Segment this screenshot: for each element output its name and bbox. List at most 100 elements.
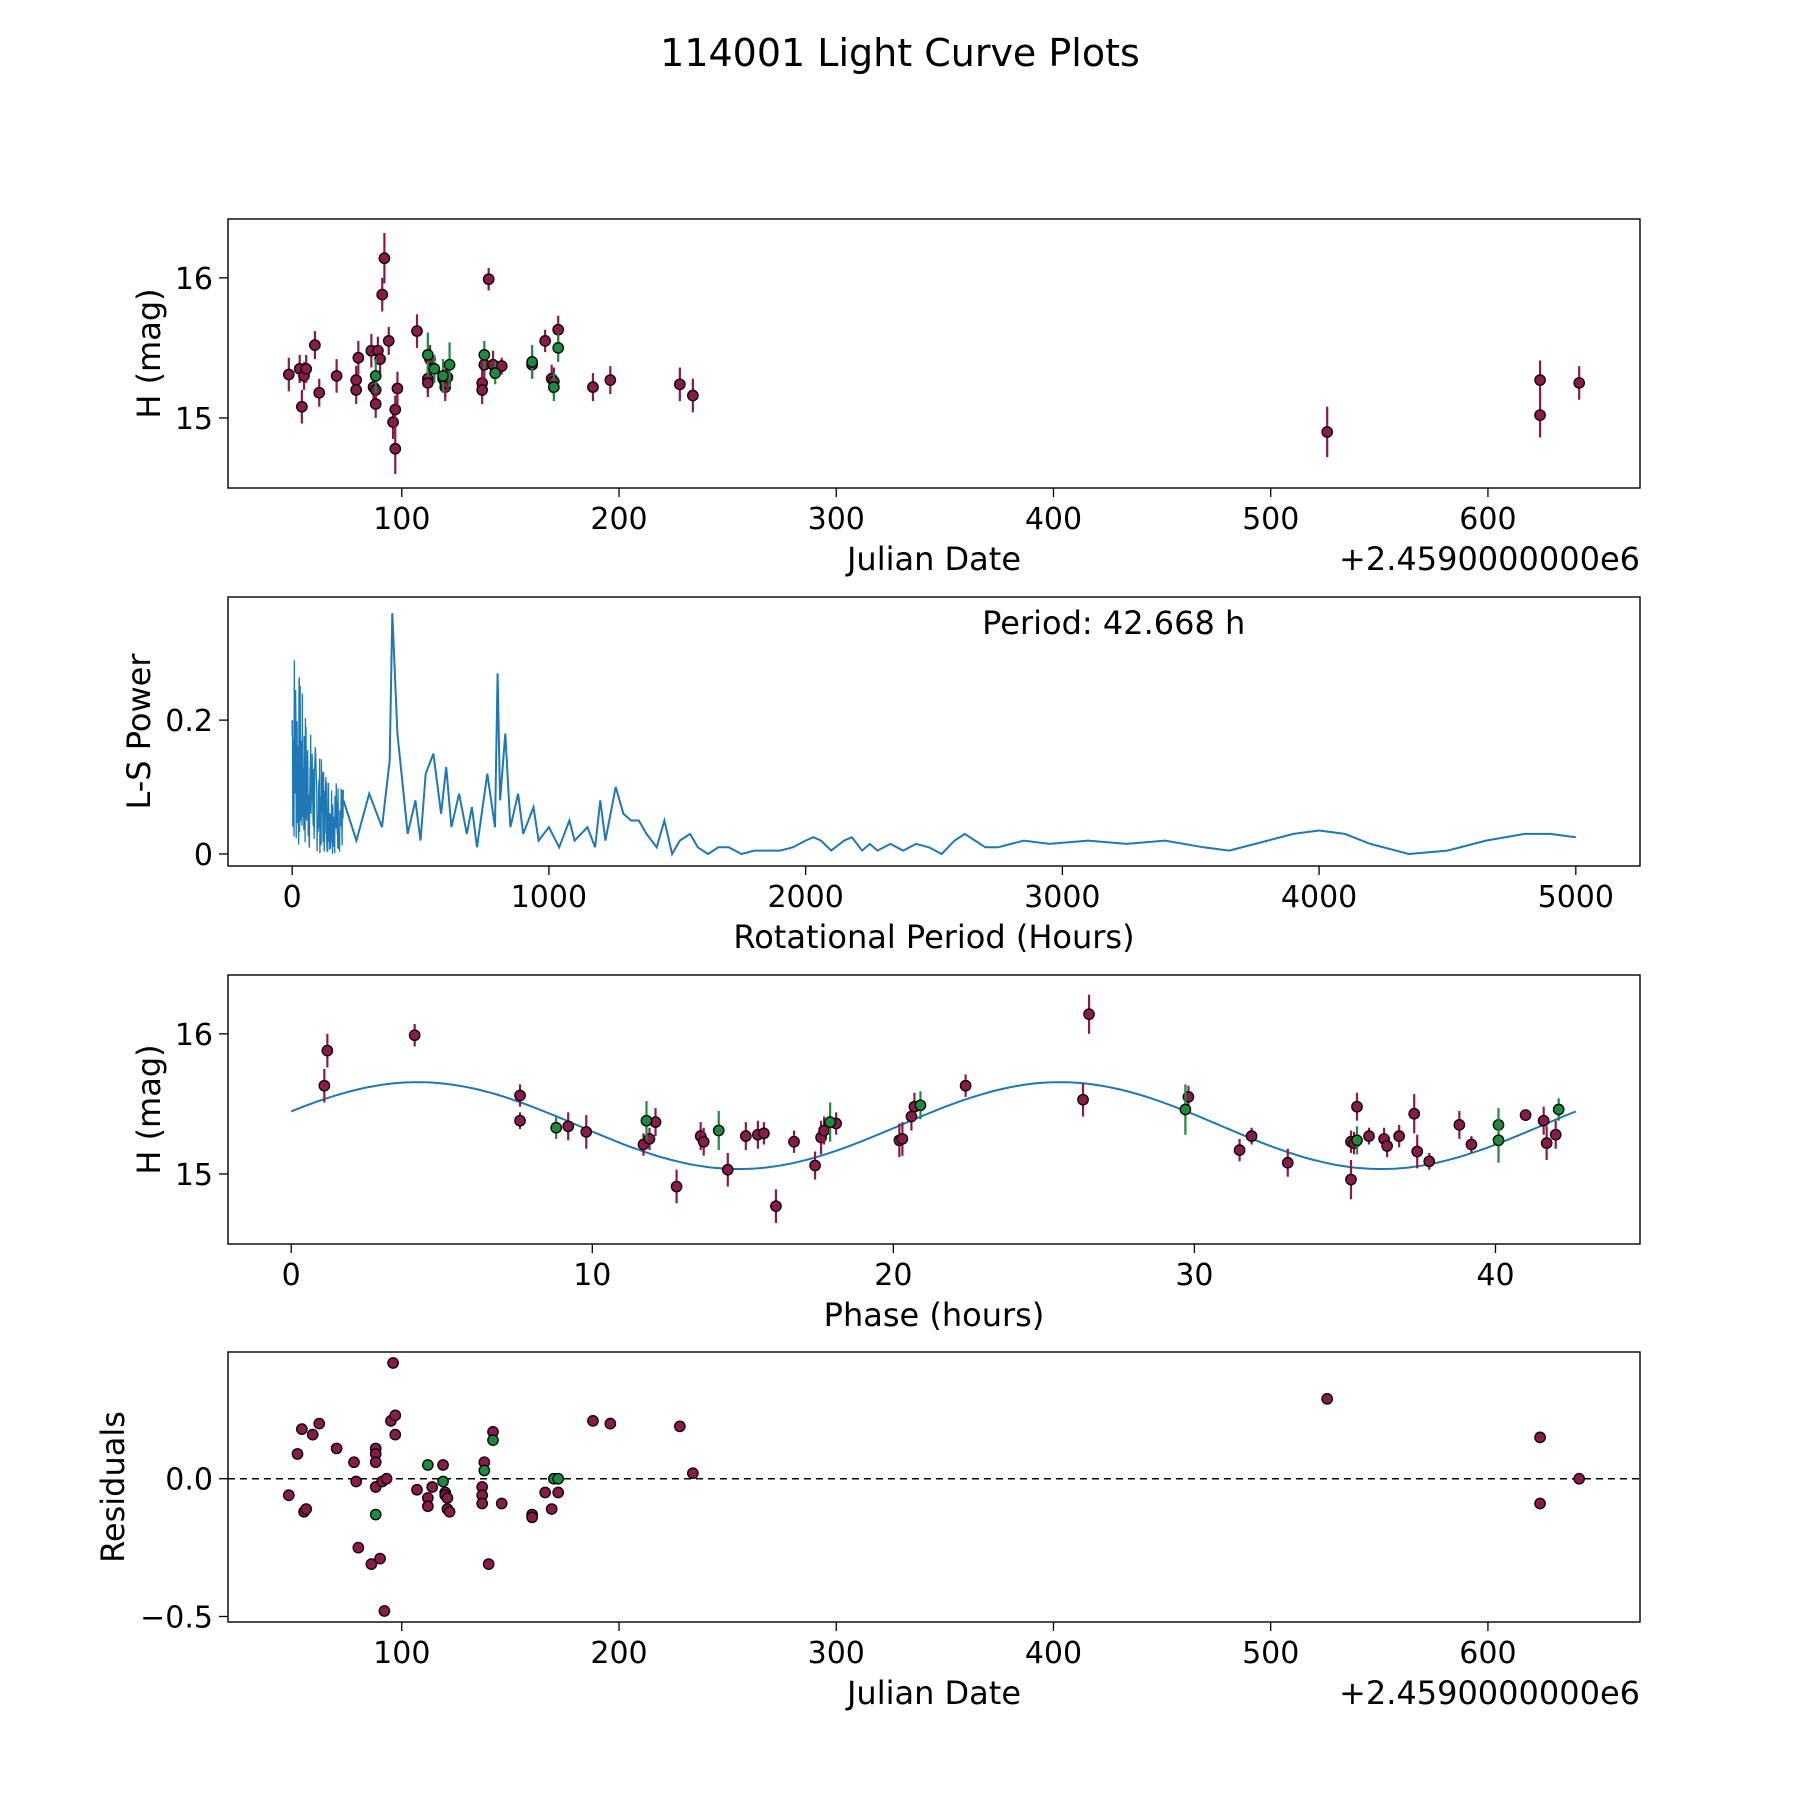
- periodogram-frame: [227, 596, 1641, 867]
- residuals-point: [282, 1489, 295, 1502]
- residuals-frame: [227, 1351, 1641, 1623]
- residuals-point: [539, 1486, 552, 1499]
- phased-xtick-label: 30: [1175, 1258, 1213, 1293]
- phased-point: [1423, 1155, 1436, 1168]
- lightcurve-point: [282, 368, 295, 381]
- phased-point: [1549, 1128, 1562, 1141]
- lightcurve-point: [552, 342, 565, 354]
- lightcurve-xtick-label: 100: [373, 502, 430, 537]
- residuals-point: [387, 1357, 399, 1369]
- phased-point: [697, 1135, 710, 1148]
- residuals-point: [482, 1558, 495, 1570]
- residuals-point: [369, 1456, 382, 1469]
- residuals-point: [687, 1467, 699, 1480]
- phased-point: [1492, 1134, 1505, 1147]
- lightcurve-point: [300, 363, 313, 375]
- residuals-point: [1573, 1472, 1586, 1485]
- phased-point: [959, 1079, 972, 1092]
- phased-ytick-label: 16: [175, 1018, 213, 1053]
- lightcurve-xlabel: Julian Date: [845, 540, 1021, 578]
- phased-point: [514, 1089, 526, 1102]
- lightcurve-point: [587, 381, 599, 393]
- phased-point: [1351, 1100, 1363, 1113]
- residuals-point: [330, 1442, 343, 1455]
- phased-point: [580, 1126, 593, 1138]
- lightcurve-ylabel: H (mag): [130, 288, 168, 418]
- lightcurve-point: [687, 389, 699, 402]
- lightcurve-xtick-label: 200: [590, 502, 647, 537]
- phased-ylabel: H (mag): [130, 1044, 168, 1174]
- periodogram-xtick-label: 0: [283, 880, 302, 915]
- phased-point: [1381, 1140, 1393, 1152]
- lightcurve-point: [476, 384, 489, 396]
- lightcurve-point: [378, 252, 391, 265]
- residuals-point: [369, 1508, 382, 1521]
- periodogram-ytick-label: 0: [194, 838, 213, 873]
- residuals-point: [352, 1541, 365, 1554]
- phased-point: [758, 1127, 770, 1140]
- phased-point: [1519, 1109, 1532, 1121]
- lightcurve-point: [422, 349, 434, 361]
- residuals-point: [1321, 1392, 1334, 1405]
- lightcurve-point: [313, 386, 326, 399]
- lightcurve-point: [604, 374, 617, 386]
- phased-point: [514, 1114, 526, 1127]
- phased-point: [914, 1099, 927, 1112]
- residuals-point: [313, 1417, 326, 1430]
- lightcurve-point: [1573, 377, 1586, 389]
- periodogram-xtick-label: 3000: [1024, 880, 1100, 915]
- lightcurve-xtick-label: 300: [808, 502, 865, 537]
- lightcurve-point: [387, 416, 399, 429]
- lightcurve-ytick-label: 15: [175, 402, 213, 437]
- phased-point: [809, 1159, 821, 1172]
- periodogram-xtick-label: 5000: [1538, 880, 1614, 915]
- lightcurve-xtick-label: 500: [1242, 502, 1299, 537]
- residuals-point: [437, 1475, 449, 1488]
- periodogram-noise-line: [291, 660, 344, 854]
- lightcurve-point: [382, 335, 395, 347]
- panel-residuals: 100 200 300 400 500 600 −0.5 0.0 Julian Date Resi…: [94, 1351, 1641, 1712]
- residuals-point: [552, 1486, 565, 1499]
- lightcurve-point: [330, 370, 343, 382]
- panel-lightcurve: 100 200 300 400 500 600 15 16 Julian Date H (mag)…: [130, 218, 1641, 578]
- residuals-point: [673, 1420, 686, 1433]
- phased-point: [562, 1120, 575, 1133]
- lightcurve-point: [389, 403, 402, 416]
- lightcurve-point: [350, 384, 363, 396]
- phased-point: [640, 1114, 653, 1127]
- lightcurve-point: [376, 288, 389, 301]
- lightcurve-xtick-label: 400: [1025, 502, 1082, 537]
- periodogram-line: [342, 613, 1576, 857]
- residuals-point: [426, 1481, 439, 1493]
- residuals-point: [422, 1500, 434, 1513]
- lightcurve-point: [1534, 374, 1546, 386]
- residuals-xtick-label: 200: [590, 1636, 647, 1671]
- lightcurve-offset-label: +2.4590000000e6: [1339, 540, 1640, 578]
- residuals-point: [348, 1456, 360, 1469]
- phased-point: [1552, 1103, 1565, 1116]
- residuals-xlabel: Julian Date: [845, 1674, 1021, 1712]
- phased-xtick-label: 0: [282, 1258, 301, 1293]
- phased-xtick-label: 20: [874, 1258, 912, 1293]
- residuals-point: [389, 1409, 402, 1422]
- phased-point: [1233, 1144, 1246, 1156]
- lightcurve-point: [309, 339, 321, 351]
- lightcurve-point: [389, 442, 402, 455]
- lightcurve-point: [478, 349, 491, 361]
- phased-point: [1077, 1093, 1089, 1106]
- residuals-point: [476, 1497, 489, 1510]
- phased-point: [1351, 1134, 1363, 1147]
- lightcurve-point: [369, 398, 382, 410]
- residuals-point: [365, 1558, 378, 1570]
- residuals-ytick-label: 0.0: [165, 1463, 213, 1498]
- residuals-point: [306, 1428, 319, 1441]
- phased-point: [550, 1121, 563, 1134]
- lightcurve-point: [437, 370, 449, 382]
- residuals-point: [411, 1483, 423, 1496]
- periodogram-ylabel: L-S Power: [120, 653, 158, 810]
- residuals-ylabel: Residuals: [94, 1411, 132, 1563]
- phased-point: [1408, 1107, 1421, 1120]
- residuals-point: [374, 1552, 386, 1565]
- lightcurve-point: [539, 335, 552, 347]
